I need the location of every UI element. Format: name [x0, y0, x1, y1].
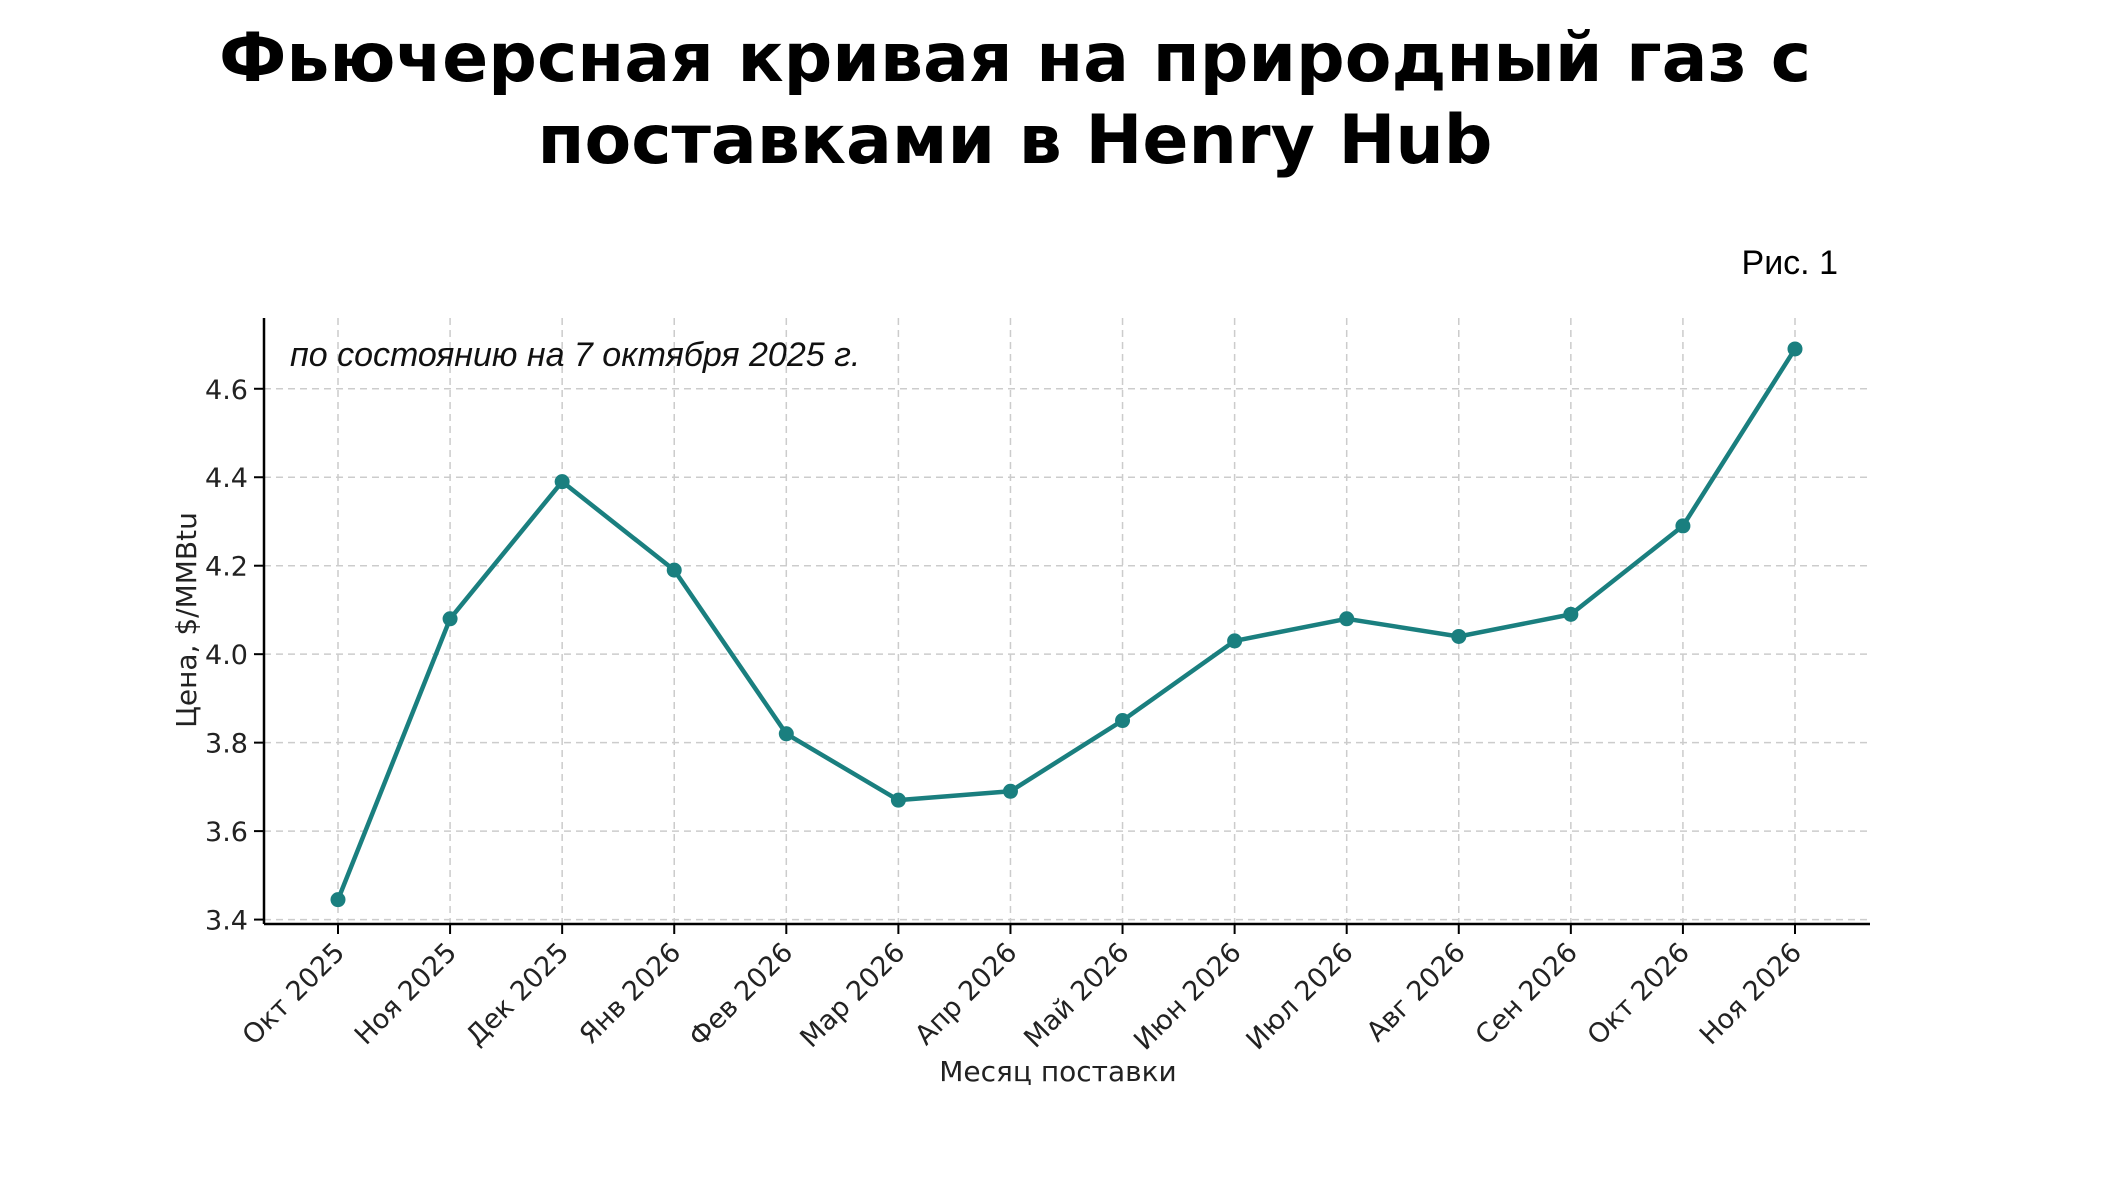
data-point — [1787, 341, 1803, 357]
data-point — [778, 726, 794, 742]
x-tick-label: Ноя 2026 — [1694, 937, 1808, 1051]
data-point — [1451, 628, 1467, 644]
grid-layer — [264, 318, 1870, 924]
y-axis-label: Цена, $/MMBtu — [170, 512, 203, 728]
chart-title: Фьючерсная кривая на природный газ с пос… — [0, 18, 2030, 182]
x-tick-label: Фев 2026 — [683, 937, 799, 1053]
series-layer — [330, 341, 1803, 908]
x-tick-label: Авг 2026 — [1361, 937, 1472, 1048]
x-tick-label: Окт 2026 — [1582, 937, 1696, 1051]
y-tick-label: 4.6 — [205, 375, 248, 406]
y-tick-label: 4.2 — [205, 552, 248, 583]
x-axis-label: Месяц поставки — [939, 1055, 1177, 1088]
data-point — [442, 611, 458, 627]
data-point — [1675, 518, 1691, 534]
chart-annotation: по состоянию на 7 октября 2025 г. — [290, 336, 860, 374]
y-tick-label: 4.4 — [205, 463, 248, 494]
y-tick-label: 3.4 — [205, 906, 248, 937]
data-point — [1563, 606, 1579, 622]
x-tick-label: Май 2026 — [1018, 937, 1135, 1054]
x-tick-label: Янв 2026 — [574, 937, 688, 1051]
axes-layer — [254, 318, 1870, 934]
figure-label: Рис. 1 — [1741, 244, 1838, 282]
data-point — [1002, 783, 1018, 799]
y-tick-label: 4.0 — [205, 640, 248, 671]
x-tick-label: Апр 2026 — [909, 937, 1023, 1051]
data-point — [1339, 611, 1355, 627]
y-tick-label: 3.6 — [205, 817, 248, 848]
data-point — [1115, 713, 1131, 729]
x-tick-label: Дек 2025 — [460, 937, 575, 1052]
data-point — [666, 562, 682, 578]
x-tick-label: Мар 2026 — [794, 937, 911, 1054]
data-point — [1227, 633, 1243, 649]
x-tick-label: Окт 2025 — [237, 937, 351, 1051]
x-tick-label: Ноя 2025 — [349, 937, 463, 1051]
series-line — [335, 347, 1797, 901]
data-point — [890, 792, 906, 808]
data-point — [330, 892, 346, 908]
x-tick-label: Сен 2026 — [1470, 937, 1584, 1051]
x-tick-label: Июн 2026 — [1128, 937, 1247, 1056]
x-tick-label: Июл 2026 — [1241, 937, 1360, 1056]
y-tick-label: 3.8 — [205, 729, 248, 760]
chart-title-line-1: Фьючерсная кривая на природный газ с — [218, 19, 1812, 98]
data-point — [554, 474, 570, 490]
chart-title-line-2: поставками в Henry Hub — [537, 101, 1493, 180]
